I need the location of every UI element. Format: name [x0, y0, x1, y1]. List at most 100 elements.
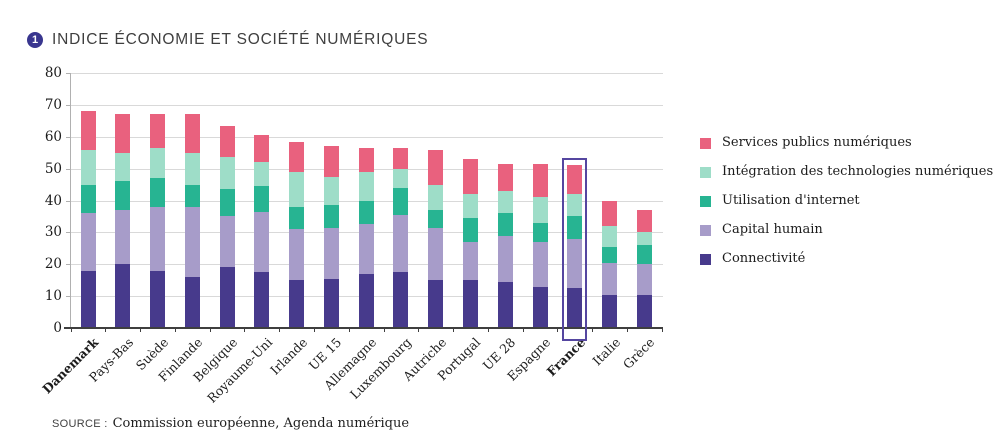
- gridline: [70, 104, 663, 106]
- bar-segment: [636, 232, 652, 246]
- bar-segment: [497, 163, 513, 191]
- legend-swatch-icon: [700, 196, 711, 207]
- bar-segment: [428, 184, 444, 211]
- legend-label: Capital humain: [722, 222, 823, 237]
- source-note: SOURCE : Commission européenne, Agenda nu…: [52, 412, 409, 431]
- bar-segment: [184, 277, 200, 328]
- x-axis-tick: [209, 328, 211, 332]
- y-axis-tick: [66, 200, 70, 202]
- legend-swatch-icon: [700, 254, 711, 265]
- bar-segment: [323, 278, 339, 328]
- bar-segment: [532, 241, 548, 287]
- y-axis-tick: [66, 104, 70, 106]
- bar-segment: [532, 197, 548, 223]
- bar-segment: [567, 238, 583, 289]
- x-axis-tick: [140, 328, 142, 332]
- bar-segment: [567, 288, 583, 328]
- bar-segment: [80, 270, 96, 328]
- figure-title-text: INDICE ÉCONOMIE ET SOCIÉTÉ NUMÉRIQUES: [52, 31, 429, 48]
- bar-segment: [115, 114, 131, 153]
- bar-segment: [462, 241, 478, 281]
- x-axis-tick: [174, 328, 176, 332]
- source-label: SOURCE :: [52, 418, 108, 430]
- legend-label: Connectivité: [722, 251, 806, 266]
- bar-segment: [497, 281, 513, 328]
- bar-segment: [497, 213, 513, 236]
- bar-segment: [636, 294, 652, 328]
- bar-segment: [636, 245, 652, 265]
- bar-segment: [150, 206, 166, 271]
- y-axis-tick-label: 30: [44, 224, 62, 241]
- x-axis-line: [64, 327, 663, 329]
- bar-segment: [358, 200, 374, 225]
- bar-segment: [150, 114, 166, 148]
- legend-label: Utilisation d'internet: [722, 193, 860, 208]
- bar-segment: [184, 114, 200, 153]
- bar-segment: [150, 270, 166, 328]
- x-axis-tick: [487, 328, 489, 332]
- bar-segment: [497, 235, 513, 282]
- stacked-bar-chart: 0 10 20 30 40 50 60 70 80 Danemark Pays-Bas Suède Fi…: [39, 66, 663, 406]
- bar-segment: [567, 194, 583, 217]
- bar-segment: [323, 176, 339, 206]
- bar-segment: [254, 272, 270, 328]
- x-axis-tick: [105, 328, 107, 332]
- legend-item: Connectivité: [700, 251, 806, 266]
- bar-segment: [115, 210, 131, 265]
- bar-segment: [289, 141, 305, 172]
- y-axis-tick: [66, 136, 70, 138]
- figure-title: 1 INDICE ÉCONOMIE ET SOCIÉTÉ NUMÉRIQUES: [27, 31, 428, 49]
- legend-swatch-icon: [700, 167, 711, 178]
- source-text: Commission européenne, Agenda numérique: [112, 416, 410, 431]
- x-axis-tick: [70, 328, 72, 332]
- legend-item: Intégration des technologies numériques: [700, 164, 993, 179]
- x-axis-tick: [661, 328, 663, 332]
- bar-segment: [393, 168, 409, 188]
- y-axis-tick-label: 50: [44, 160, 62, 177]
- bar-segment: [602, 262, 618, 295]
- bar-segment: [358, 224, 374, 274]
- y-axis-tick-label: 80: [44, 65, 62, 81]
- y-axis-line: [70, 73, 71, 328]
- bar-segment: [219, 267, 235, 328]
- figure-number-badge: 1: [27, 32, 43, 48]
- bar-segment: [428, 149, 444, 185]
- bar-segment: [602, 226, 618, 247]
- bar-segment: [80, 111, 96, 150]
- bar-segment: [80, 213, 96, 271]
- bar-segment: [289, 206, 305, 230]
- y-axis-tick-label: 40: [44, 192, 62, 209]
- bar-segment: [184, 152, 200, 185]
- legend-label: Services publics numériques: [722, 135, 912, 150]
- bar-segment: [358, 147, 374, 172]
- bar-segment: [254, 135, 270, 163]
- bar-segment: [567, 216, 583, 239]
- x-axis-tick: [244, 328, 246, 332]
- y-axis-tick: [66, 264, 70, 266]
- bar-segment: [497, 190, 513, 214]
- gridline: [70, 73, 663, 74]
- y-axis-tick-label: 20: [44, 256, 62, 273]
- legend-item: Utilisation d'internet: [700, 193, 860, 208]
- legend-item: Services publics numériques: [700, 135, 912, 150]
- y-axis-tick: [66, 232, 70, 234]
- bar-segment: [393, 214, 409, 273]
- bar-segment: [462, 280, 478, 328]
- x-axis-tick: [557, 328, 559, 332]
- bar-segment: [323, 146, 339, 177]
- bar-segment: [532, 286, 548, 328]
- bar-segment: [323, 205, 339, 228]
- bar-segment: [254, 186, 270, 212]
- y-axis-tick: [66, 296, 70, 298]
- highlight-box-france: [562, 158, 588, 341]
- bar-segment: [393, 187, 409, 215]
- y-axis-tick: [66, 73, 70, 74]
- x-axis-tick: [279, 328, 281, 332]
- bar-segment: [150, 147, 166, 179]
- x-axis-tick: [383, 328, 385, 332]
- x-axis-tick: [626, 328, 628, 332]
- bar-segment: [289, 280, 305, 328]
- bar-segment: [80, 149, 96, 185]
- bar-segment: [358, 273, 374, 328]
